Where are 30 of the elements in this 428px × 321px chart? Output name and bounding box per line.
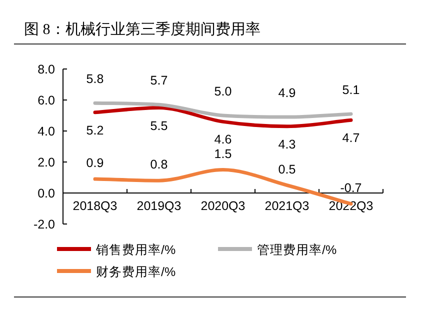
data-label: 5.7: [150, 74, 168, 88]
data-label: 5.8: [86, 72, 104, 86]
y-tick-label: 4.0: [38, 124, 56, 138]
data-label: 4.3: [278, 137, 296, 152]
data-label: 1.5: [214, 146, 232, 161]
y-tick-label: 0.0: [38, 186, 56, 200]
data-label: 5.0: [214, 84, 232, 98]
data-label: 4.7: [342, 131, 360, 146]
data-label: 5.5: [150, 118, 168, 133]
data-label: 0.8: [150, 158, 168, 172]
y-tick-label: 6.0: [38, 94, 56, 108]
y-tick-label: 2.0: [38, 156, 56, 170]
y-tick-label: -2.0: [33, 218, 56, 232]
data-label: 5.2: [86, 123, 104, 138]
data-label: 5.1: [342, 82, 360, 97]
legend-label: 财务费用率/%: [96, 264, 176, 279]
legend-label: 管理费用率/%: [257, 242, 337, 257]
data-label: -0.7: [340, 180, 362, 195]
legend-label: 销售费用率/%: [95, 242, 176, 257]
data-label: 4.6: [214, 132, 232, 147]
x-tick-label: 2021Q3: [264, 199, 310, 213]
data-label: 0.5: [278, 162, 296, 176]
line-series: [93, 101, 353, 119]
chart-title: 图 8：机械行业第三季度期间费用率: [24, 21, 260, 38]
data-label: 4.9: [278, 86, 296, 100]
x-tick-label: 2020Q3: [200, 199, 246, 213]
y-tick-label: 8.0: [38, 62, 56, 76]
x-tick-label: 2019Q3: [136, 199, 182, 213]
data-label: 0.9: [86, 156, 104, 170]
x-tick-label: 2018Q3: [72, 199, 118, 213]
